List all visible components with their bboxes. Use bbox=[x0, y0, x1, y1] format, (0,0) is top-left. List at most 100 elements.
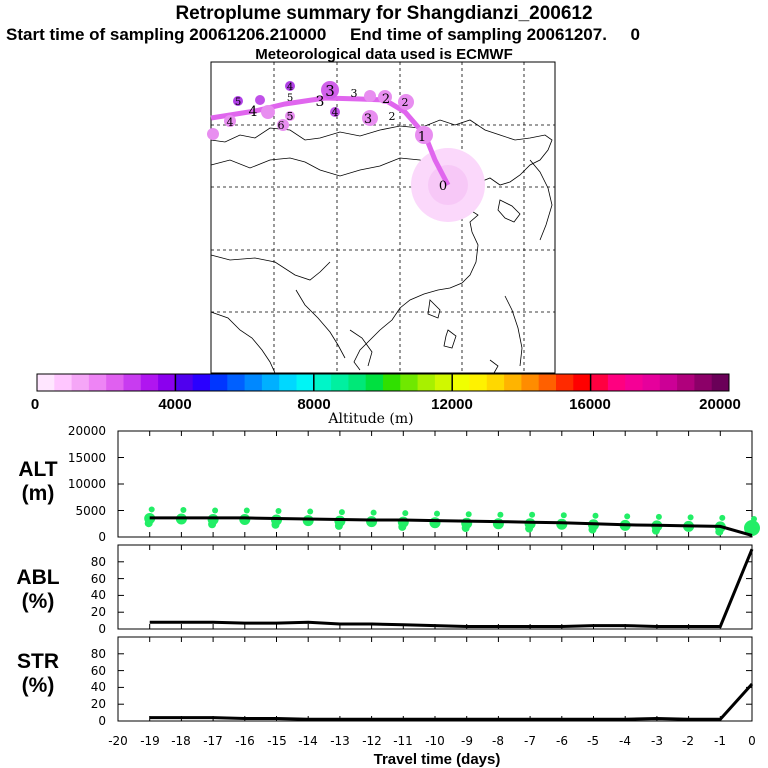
colorbar-swatch bbox=[227, 374, 245, 391]
x-tick: -15 bbox=[267, 734, 287, 748]
x-tick: -7 bbox=[524, 734, 536, 748]
plume-marker bbox=[277, 119, 289, 131]
colorbar-swatch bbox=[590, 374, 609, 391]
x-tick: -4 bbox=[619, 734, 631, 748]
y-tick: 80 bbox=[91, 647, 106, 661]
altitude-colorbar bbox=[36, 373, 730, 392]
map-label: 2 bbox=[389, 110, 396, 123]
alt-scatter-point bbox=[398, 522, 407, 531]
colorbar-tick: 0 bbox=[31, 396, 39, 413]
x-tick: -18 bbox=[171, 734, 191, 748]
alt-scatter-point bbox=[751, 515, 757, 522]
plume-day-labels: 0 1 2 2 2 3 3 3 3 4 4 4 4 5 5 5 6 bbox=[227, 82, 448, 194]
map-coastlines bbox=[210, 119, 553, 374]
y-tick: 10000 bbox=[68, 477, 106, 491]
plume-marker bbox=[233, 96, 243, 106]
colorbar-swatch bbox=[175, 374, 194, 391]
retroplume-map: 0 1 2 2 2 3 3 3 3 4 4 4 4 5 5 5 6 bbox=[207, 61, 556, 374]
str-y-ticks: 0 20 40 60 80 bbox=[91, 647, 106, 728]
x-tick: -1 bbox=[714, 734, 726, 748]
alt-series-line bbox=[149, 516, 753, 537]
plume-marker bbox=[285, 81, 295, 91]
plume-marker bbox=[364, 90, 376, 102]
plume-marker bbox=[224, 115, 236, 127]
x-tick: -8 bbox=[492, 734, 504, 748]
map-gridlines bbox=[211, 62, 555, 373]
colorbar-swatch bbox=[331, 374, 349, 391]
colorbar-swatch bbox=[210, 374, 228, 391]
map-label: 5 bbox=[287, 93, 293, 104]
x-tick: -3 bbox=[651, 734, 663, 748]
colorbar-swatch bbox=[88, 374, 107, 391]
alt-scatter-point bbox=[239, 514, 251, 526]
abl-label: ABL bbox=[16, 566, 59, 589]
alt-scatter-point bbox=[212, 507, 219, 514]
colorbar-swatch bbox=[71, 374, 90, 391]
x-tick: -10 bbox=[425, 734, 445, 748]
colorbar-ticks: 0 4000 8000 12000 16000 20000 bbox=[31, 396, 741, 413]
plume-marker bbox=[378, 90, 392, 104]
map-label: 5 bbox=[235, 97, 241, 108]
abl-y-ticks: 0 20 40 60 80 bbox=[91, 555, 106, 636]
str-label: STR bbox=[17, 650, 59, 673]
plume-marker bbox=[285, 111, 295, 121]
alt-scatter-point bbox=[715, 527, 724, 536]
colorbar-swatch bbox=[607, 374, 626, 391]
map-label: 4 bbox=[227, 116, 234, 129]
alt-label: ALT bbox=[18, 458, 57, 481]
y-tick: 0 bbox=[98, 530, 106, 544]
map-label: 3 bbox=[325, 82, 335, 100]
x-tick: -20 bbox=[108, 734, 128, 748]
colorbar-swatch bbox=[123, 374, 142, 391]
colorbar-frame bbox=[36, 373, 730, 392]
alt-scatter-point bbox=[271, 520, 280, 529]
map-label: 4 bbox=[332, 106, 339, 119]
data-marks bbox=[144, 506, 760, 721]
colorbar-swatch bbox=[417, 374, 436, 391]
colorbar-swatch bbox=[486, 374, 505, 391]
abl-unit: (%) bbox=[22, 590, 55, 613]
alt-scatter-point bbox=[624, 513, 631, 520]
colorbar-swatch bbox=[469, 374, 488, 391]
alt-scatter-point bbox=[243, 507, 250, 514]
colorbar-swatch bbox=[261, 374, 280, 391]
x-tick: -2 bbox=[682, 734, 694, 748]
plume-marker bbox=[261, 105, 275, 119]
colorbar-swatch bbox=[54, 374, 72, 391]
alt-scatter-point bbox=[719, 514, 726, 521]
alt-scatter-point bbox=[302, 515, 314, 527]
colorbar-swatch bbox=[452, 374, 470, 391]
alt-y-ticks: 0 5000 10000 15000 20000 bbox=[68, 424, 106, 544]
y-tick: 40 bbox=[91, 588, 106, 602]
colorbar-swatch bbox=[244, 374, 263, 391]
alt-scatter-point bbox=[402, 510, 409, 517]
colorbar-swatch bbox=[711, 374, 730, 391]
alt-scatter-point bbox=[429, 517, 441, 529]
alt-scatter-point bbox=[461, 523, 470, 532]
colorbar-swatch bbox=[538, 374, 557, 391]
sampling-times: Start time of sampling 20061206.210000 E… bbox=[6, 25, 641, 44]
colorbar-swatch bbox=[694, 374, 713, 391]
abl-panel-frame bbox=[117, 544, 753, 630]
x-tick: -16 bbox=[235, 734, 255, 748]
alt-scatter-point bbox=[338, 509, 345, 516]
map-label: 6 bbox=[278, 119, 285, 132]
y-tick: 0 bbox=[98, 714, 106, 728]
x-tick: -14 bbox=[298, 734, 318, 748]
plume-marker bbox=[330, 107, 340, 117]
plume-marker bbox=[398, 94, 414, 110]
map-label: 5 bbox=[287, 110, 294, 123]
x-tick: -12 bbox=[362, 734, 382, 748]
colorbar-swatch bbox=[521, 374, 540, 391]
alt-scatter-point bbox=[144, 519, 153, 528]
chart-title: Retroplume summary for Shangdianzi_20061… bbox=[175, 3, 593, 24]
x-tick: -17 bbox=[203, 734, 223, 748]
colorbar-swatch bbox=[365, 374, 384, 391]
alt-scatter-point bbox=[529, 511, 536, 518]
alt-scatter-point bbox=[492, 518, 504, 530]
alt-scatter-point bbox=[560, 512, 567, 519]
plume-marker bbox=[321, 81, 339, 99]
map-label: 3 bbox=[364, 112, 372, 127]
x-tick: -6 bbox=[556, 734, 568, 748]
